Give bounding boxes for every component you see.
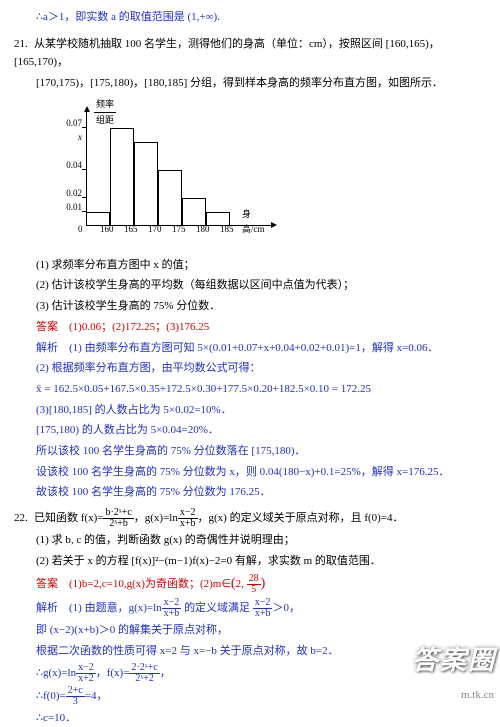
bar-1 xyxy=(110,128,134,226)
q21-sub2: (2) 估计该校学生身高的平均数（每组数据以区间中点值为代表）； xyxy=(14,276,486,295)
q22-sub2: (2) 若关于 x 的方程 [f(x)]²−(m−1)f(x)−2=0 有解，求… xyxy=(14,552,486,571)
q22-stem: 22.已知函数 f(x)=b·2ˣ+c2ˣ+b，g(x)=lnx−2x+b，g(… xyxy=(14,508,486,529)
q21-stem-line2: [170,175)，[175,180)，[180,185] 分组，得到样本身高的… xyxy=(14,74,486,93)
q21-text1: 从某学校随机抽取 100 名学生，测得他们的身高（单位：cm），按照区间 [16… xyxy=(14,38,440,69)
origin-label: 0 xyxy=(78,222,83,237)
q21-p6: 所以该校 100 名学生身高的 75% 分位数落在 [175,180)． xyxy=(14,442,486,461)
q22-number: 22. xyxy=(14,509,34,528)
xtick-1: 165 xyxy=(124,222,138,237)
q21-p7: 设该校 100 名学生身高的 75% 分位数为 x，则 0.04(180−x)+… xyxy=(14,463,486,482)
q21-stem-line1: 21.从某学校随机抽取 100 名学生，测得他们的身高（单位：cm），按照区间 … xyxy=(14,35,486,72)
xtick-3: 175 xyxy=(172,222,186,237)
q22-stem-a: 已知函数 f(x)= xyxy=(34,512,103,524)
q22-answer: 答案 (1)b=2,c=10,g(x)为奇函数；(2)m∈((2, 2, 285… xyxy=(14,572,486,596)
q21-sub1: (1) 求频率分布直方图中 x 的值； xyxy=(14,256,486,275)
q21-p4: (3)[180,185] 的人数占比为 5×0.02=10%． xyxy=(14,401,486,420)
xtick-5: 185 xyxy=(220,222,234,237)
xtick-0: 160 xyxy=(100,222,114,237)
q21-p1: 解析 (1) 由频率分布直方图可知 5×(0.01+0.07+x+0.04+0.… xyxy=(14,339,486,358)
prev-conclusion: ∴a＞1，即实数 a 的取值范围是 (1,+∞). xyxy=(14,8,486,27)
q22-frac1: b·2ˣ+c2ˣ+b xyxy=(103,508,133,529)
ytick-mark-4 xyxy=(82,127,86,128)
x-axis-label: 身高/cm xyxy=(242,207,272,238)
watermark-small: m.tk.cn xyxy=(461,686,494,705)
ytick-1: 0.02 xyxy=(66,186,82,201)
ytick-mark-1 xyxy=(82,197,86,198)
bar-3 xyxy=(158,170,182,226)
q21-p5: [175,180) 的人数占比为 5×0.04=20%． xyxy=(14,421,486,440)
histogram: 频率 组距 0 0.01 0.02 0.04 x 0.07 160 165 17… xyxy=(42,101,272,246)
y-axis-label: 频率 组距 xyxy=(94,97,116,129)
q21-p8: 故该校 100 名学生身高的 75% 分位数为 176.25． xyxy=(14,483,486,502)
watermark-logo: 答案圈 xyxy=(412,639,496,683)
ytick-mark-2 xyxy=(82,169,86,170)
q22-p2: 即 (x−2)(x+b)＞0 的解集关于原点对称， xyxy=(14,621,486,640)
xtick-4: 180 xyxy=(196,222,210,237)
y-axis xyxy=(86,108,87,226)
q22-p5: ∴f(0)=2+c3=4， xyxy=(14,686,486,707)
q21-number: 21. xyxy=(14,35,34,54)
ytick-3: x xyxy=(78,130,82,145)
q22-frac2: x−2x+b xyxy=(178,508,198,529)
q22-stem-b: ，g(x)=ln xyxy=(134,512,178,524)
ytick-2: 0.04 xyxy=(66,158,82,173)
q22-p6: ∴c=10． xyxy=(14,709,486,727)
ytick-0: 0.01 xyxy=(66,200,82,215)
q22-stem-c: ，g(x) 的定义域关于原点对称，且 f(0)=4． xyxy=(198,512,404,524)
q22-sub1: (1) 求 b, c 的值，判断函数 g(x) 的奇偶性并说明理由； xyxy=(14,531,486,550)
y-axis-arrow xyxy=(84,106,90,112)
q22-p1: 解析 (1) 由题意，g(x)=lnx−2x+b 的定义域满足 x−2x+b＞0… xyxy=(14,598,486,619)
q21-sub3: (3) 估计该校学生身高的 75% 分位数． xyxy=(14,297,486,316)
xtick-2: 170 xyxy=(148,222,162,237)
q21-answer: 答案 (1)0.06；(2)172.25；(3)176.25 xyxy=(14,318,486,337)
ytick-4: 0.07 xyxy=(66,116,82,131)
bar-2 xyxy=(134,142,158,226)
q21-p3: x̄ = 162.5×0.05+167.5×0.35+172.5×0.30+17… xyxy=(14,380,486,399)
q21-p2: (2) 根据频率分布直方图，由平均数公式可得： xyxy=(14,359,486,378)
